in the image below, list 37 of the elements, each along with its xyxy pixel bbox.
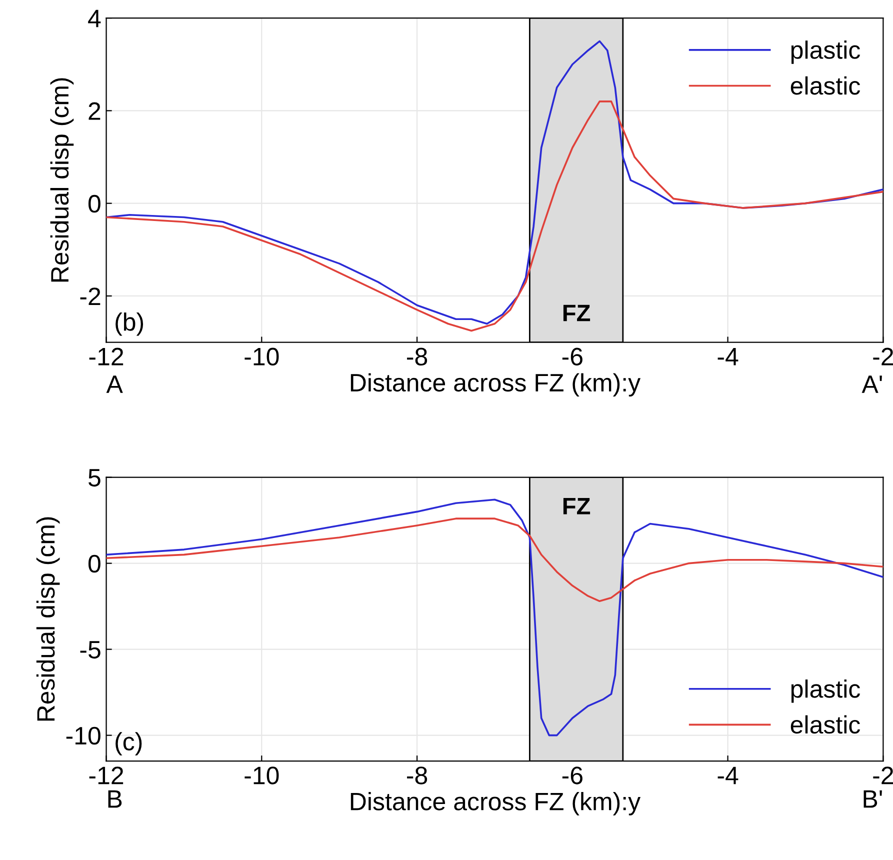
band-label: FZ bbox=[563, 498, 590, 514]
text: B' bbox=[864, 790, 882, 808]
y-tick-label: 4 bbox=[88, 10, 101, 28]
legend-label: elastic bbox=[790, 715, 860, 734]
y-tick-label: -5 bbox=[80, 641, 100, 659]
y-axis-title: Residual disp (cm) bbox=[50, 78, 74, 282]
x-tick-label: -2 bbox=[873, 348, 893, 366]
x-tick-label: -12 bbox=[89, 766, 124, 784]
y-tick-label: 0 bbox=[88, 554, 100, 573]
legend-label: plastic bbox=[791, 40, 860, 64]
x-tick-label: -10 bbox=[244, 348, 279, 366]
y-tick-label: 5 bbox=[88, 469, 100, 487]
x-tick-label: -4 bbox=[718, 348, 738, 366]
text: A bbox=[106, 376, 123, 393]
band-label: FZ bbox=[563, 304, 590, 322]
x-tick-label: -8 bbox=[407, 348, 428, 366]
legend-label: plastic bbox=[791, 679, 860, 703]
y-tick-label: -10 bbox=[66, 726, 100, 745]
x-axis-title: Distance across FZ (km):y bbox=[350, 373, 641, 397]
x-tick-label: -2 bbox=[873, 766, 893, 784]
x-tick-label: -6 bbox=[562, 348, 582, 366]
line-series bbox=[106, 518, 884, 602]
text: A' bbox=[862, 376, 882, 393]
text: B bbox=[108, 790, 122, 808]
y-tick-label: 2 bbox=[88, 102, 100, 120]
x-axis-title: Distance across FZ (km):y bbox=[350, 792, 641, 816]
legend-label: elastic bbox=[790, 76, 860, 95]
x-tick-label: -6 bbox=[562, 766, 582, 784]
annotation: (b) bbox=[116, 312, 144, 336]
y-tick-label: 0 bbox=[88, 194, 100, 213]
x-tick-label: -8 bbox=[407, 766, 428, 784]
x-tick-label: -10 bbox=[244, 766, 279, 784]
x-tick-label: -12 bbox=[89, 348, 124, 366]
annotation: (c) bbox=[116, 732, 142, 756]
x-tick-label: -4 bbox=[718, 766, 738, 784]
y-axis-title: Residual disp (cm) bbox=[36, 517, 60, 721]
y-tick-label: -2 bbox=[80, 288, 100, 306]
